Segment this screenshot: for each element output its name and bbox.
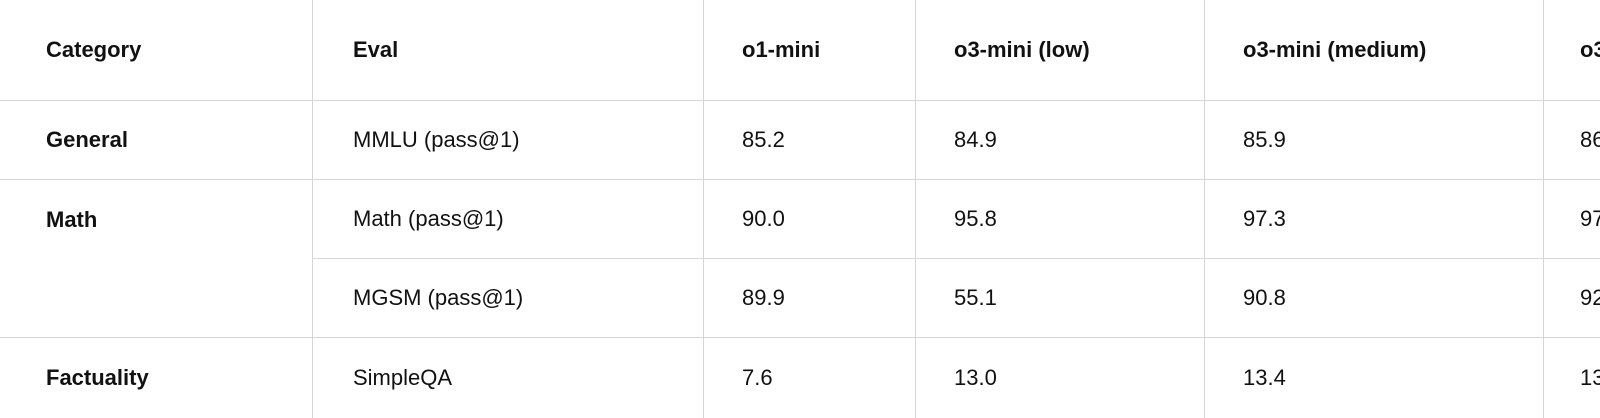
o3-mini-medium-cell: 85.9 <box>1205 101 1544 180</box>
o3-mini-low-cell: 95.8 <box>916 180 1205 259</box>
eval-cell: SimpleQA <box>313 338 704 418</box>
header-o1-mini: o1-mini <box>704 0 916 101</box>
category-cell: General <box>0 101 313 180</box>
o1-mini-cell: 7.6 <box>704 338 916 418</box>
table-row: Math Math (pass@1) 90.0 95.8 97.3 97.9 <box>0 180 1600 259</box>
header-o3-mini-low: o3-mini (low) <box>916 0 1205 101</box>
o3-mini-medium-cell: 97.3 <box>1205 180 1544 259</box>
o3-mini-high-cell: 97.9 <box>1544 180 1600 259</box>
category-cell: Factuality <box>0 338 313 418</box>
header-o3-mini-high: o3-mini (high) <box>1544 0 1600 101</box>
o1-mini-cell: 89.9 <box>704 259 916 338</box>
header-row: Category Eval o1-mini o3-mini (low) o3-m… <box>0 0 1600 101</box>
header-o3-mini-medium: o3-mini (medium) <box>1205 0 1544 101</box>
table-header: Category Eval o1-mini o3-mini (low) o3-m… <box>0 0 1600 101</box>
o1-mini-cell: 85.2 <box>704 101 916 180</box>
o1-mini-cell: 90.0 <box>704 180 916 259</box>
table-row: General MMLU (pass@1) 85.2 84.9 85.9 86.… <box>0 101 1600 180</box>
o3-mini-high-cell: 13.8 <box>1544 338 1600 418</box>
o3-mini-high-cell: 92.0 <box>1544 259 1600 338</box>
o3-mini-medium-cell: 13.4 <box>1205 338 1544 418</box>
o3-mini-high-cell: 86.9 <box>1544 101 1600 180</box>
o3-mini-low-cell: 55.1 <box>916 259 1205 338</box>
table-body: General MMLU (pass@1) 85.2 84.9 85.9 86.… <box>0 101 1600 418</box>
o3-mini-low-cell: 13.0 <box>916 338 1205 418</box>
table-row: Factuality SimpleQA 7.6 13.0 13.4 13.8 <box>0 338 1600 418</box>
eval-cell: MGSM (pass@1) <box>313 259 704 338</box>
o3-mini-low-cell: 84.9 <box>916 101 1205 180</box>
category-cell: Math <box>0 180 313 338</box>
eval-cell: MMLU (pass@1) <box>313 101 704 180</box>
header-eval: Eval <box>313 0 704 101</box>
eval-cell: Math (pass@1) <box>313 180 704 259</box>
o3-mini-medium-cell: 90.8 <box>1205 259 1544 338</box>
header-category: Category <box>0 0 313 101</box>
